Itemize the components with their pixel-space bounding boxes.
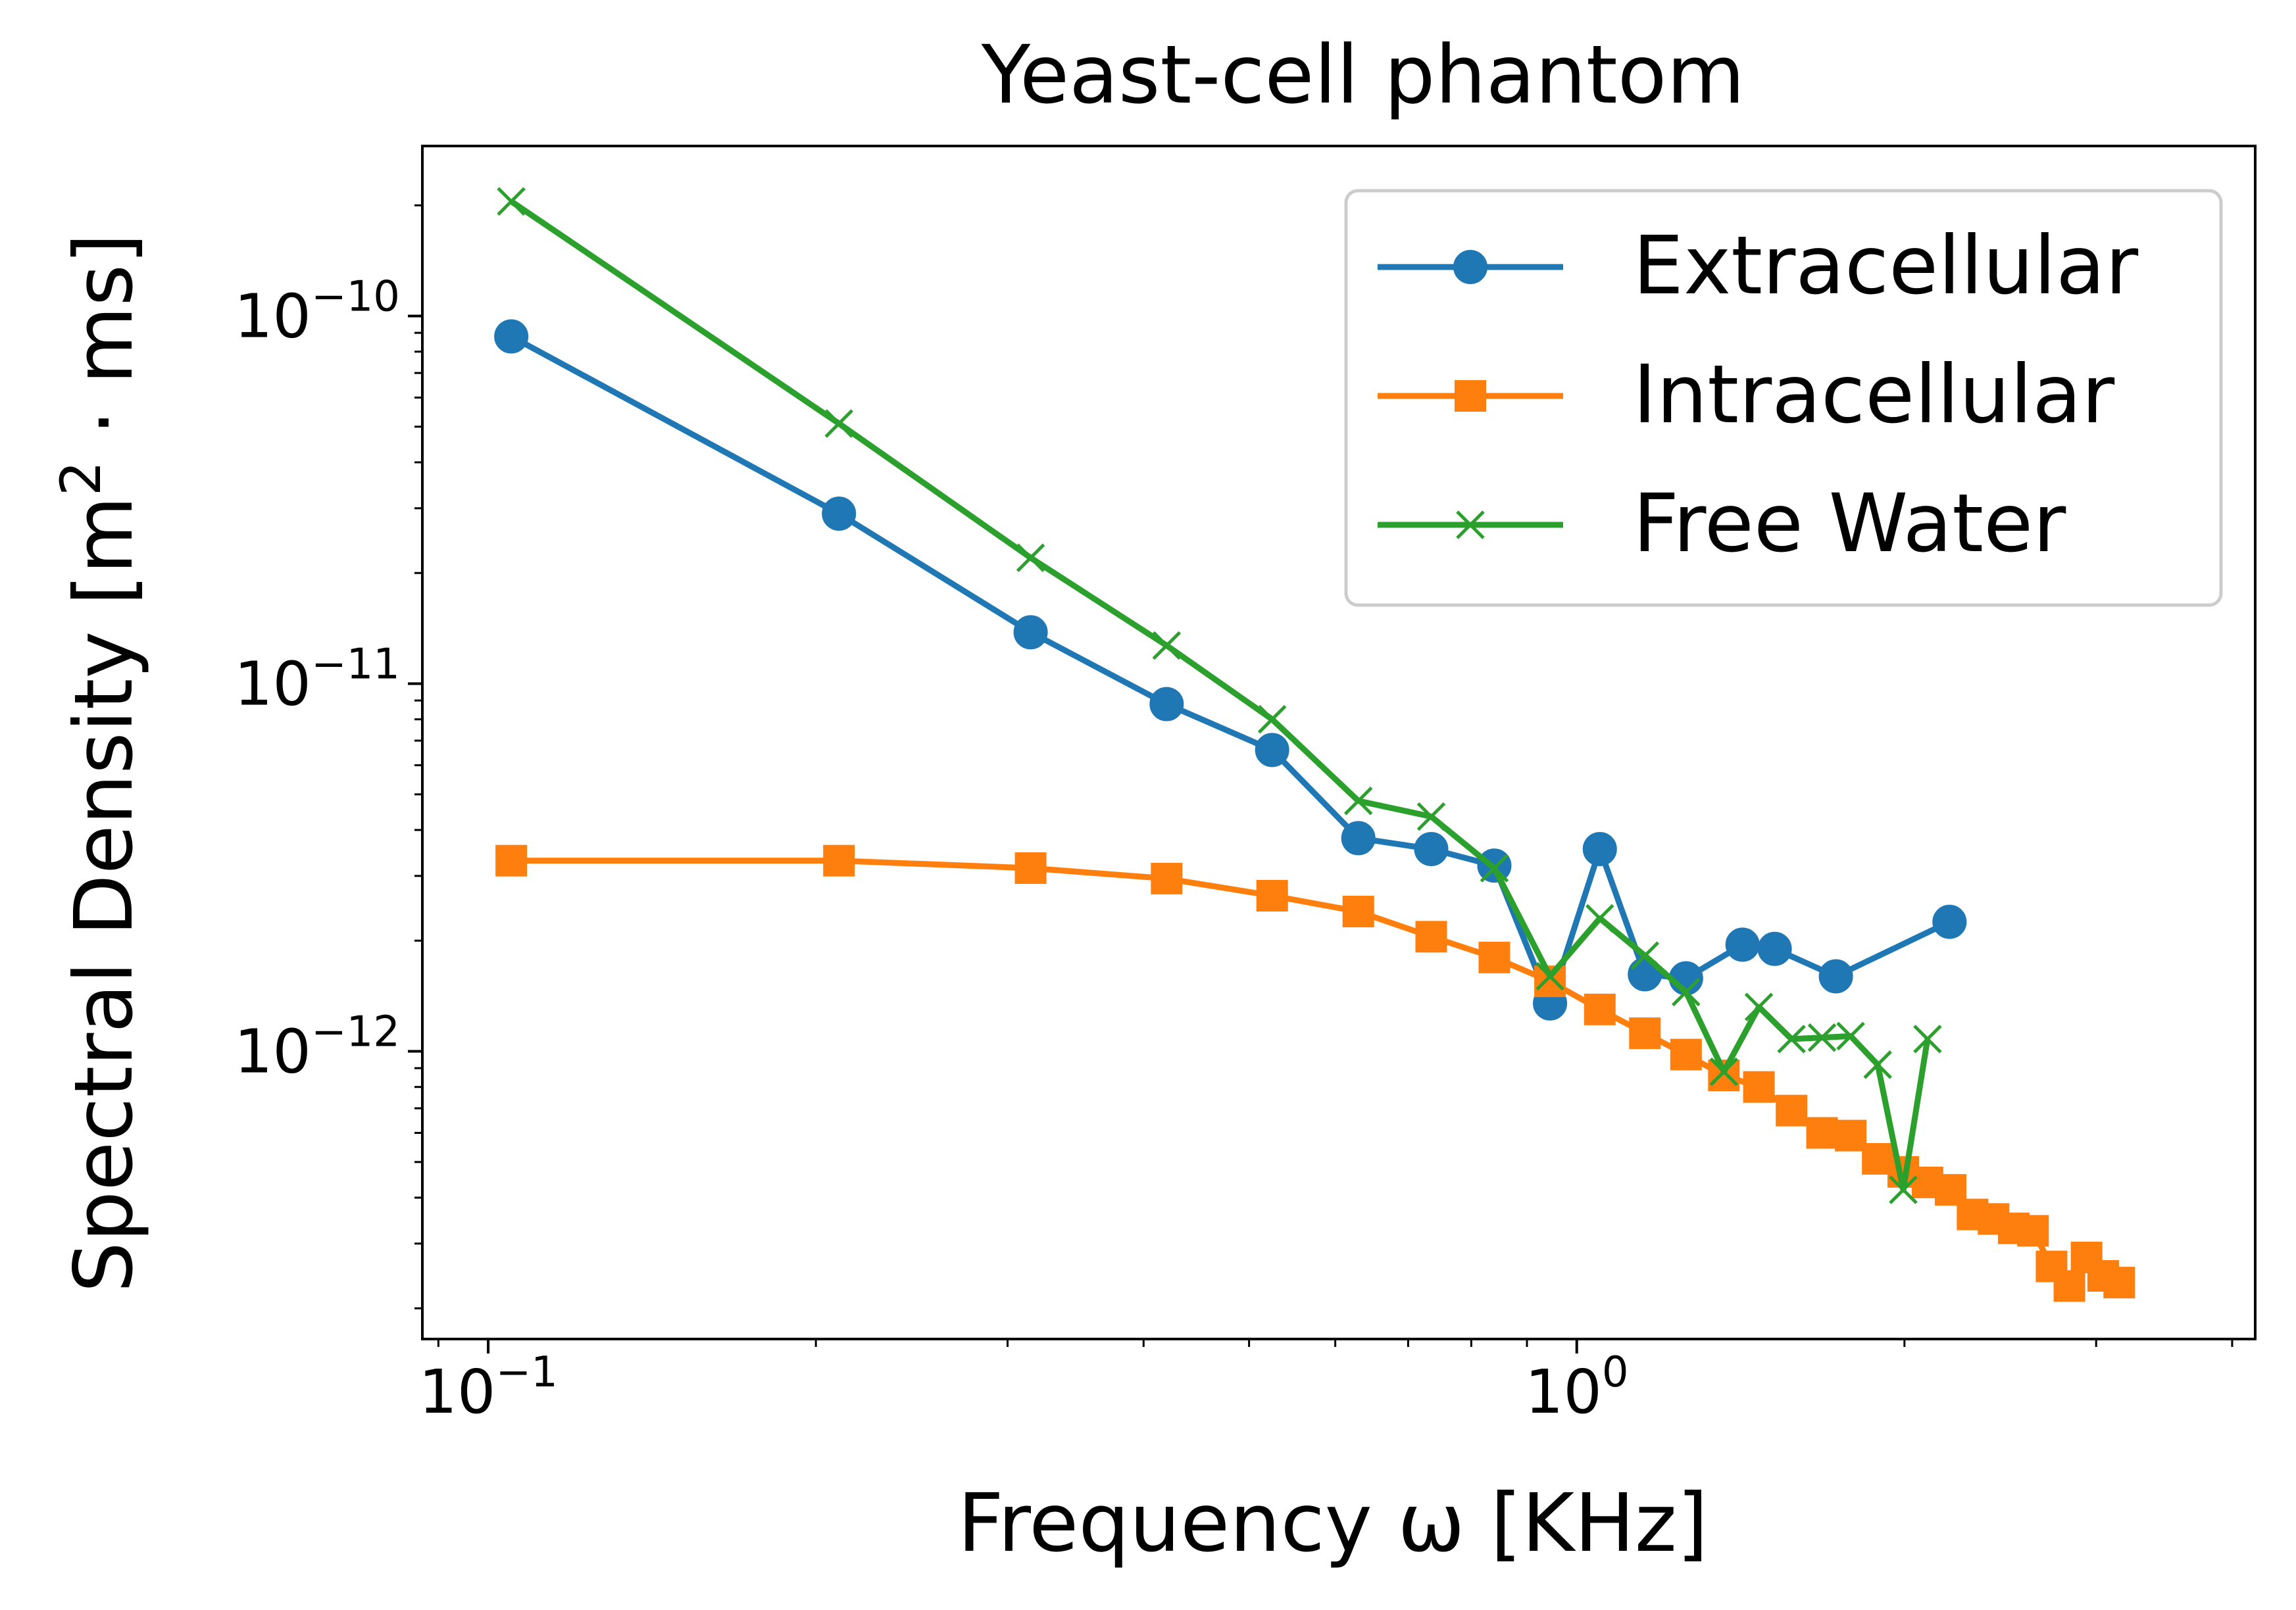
x-axis-label: Frequency ω [KHz] <box>958 1476 1709 1570</box>
plot-area <box>421 145 2257 1340</box>
data-point-free-water <box>1152 631 1182 660</box>
data-point-intracellular <box>1014 852 1047 884</box>
data-point-intracellular <box>1670 1038 1702 1071</box>
data-point-extracellular <box>822 497 857 531</box>
legend-box <box>1344 189 2223 607</box>
data-point-intracellular <box>2103 1267 2135 1299</box>
legend-marker <box>1455 380 1486 412</box>
data-point-intracellular <box>1342 896 1374 928</box>
data-point-extracellular <box>1757 931 1792 966</box>
legend-marker <box>1453 250 1487 284</box>
legend-item-free-water: Free Water <box>1378 477 2066 570</box>
data-point-intracellular <box>823 844 855 877</box>
data-point-intracellular <box>1708 1060 1740 1092</box>
y-axis-label-prefix: Spectral Density [m <box>57 496 151 1292</box>
data-point-extracellular <box>1013 615 1048 650</box>
data-point-intracellular <box>1629 1017 1661 1050</box>
data-point-intracellular <box>1256 879 1288 912</box>
data-point-extracellular <box>1414 831 1449 866</box>
data-point-intracellular <box>1584 993 1616 1025</box>
data-point-intracellular <box>1415 921 1447 953</box>
plot-frame <box>421 145 2257 1340</box>
data-point-intracellular <box>1776 1094 1808 1127</box>
data-point-intracellular <box>2053 1270 2085 1302</box>
axis-ticks: 10−1 100 10−10 10−11 10−12 <box>234 204 2234 1427</box>
data-point-free-water <box>1672 977 1701 1007</box>
data-point-free-water <box>1709 1057 1739 1086</box>
chart-title: Yeast-cell phantom <box>981 28 1745 122</box>
x-tick-label: 100 <box>1525 1348 1629 1427</box>
data-point-free-water <box>1777 1025 1806 1054</box>
y-axis-label-sup: 2 <box>49 461 113 496</box>
data-point-free-water <box>1480 854 1509 883</box>
legend-marker <box>1456 510 1485 539</box>
data-point-extracellular <box>1255 733 1289 768</box>
series-free-water <box>497 187 1942 1204</box>
data-point-free-water <box>1889 1175 1918 1204</box>
data-point-free-water <box>1585 904 1614 933</box>
data-point-free-water <box>1807 1023 1837 1052</box>
legend-label: Intracellular <box>1633 348 2115 441</box>
data-point-free-water <box>1016 543 1045 572</box>
y-tick-label: 10−10 <box>234 272 400 351</box>
data-point-free-water <box>1913 1025 1942 1054</box>
data-point-free-water <box>1836 1021 1865 1051</box>
x-tick-label: 10−1 <box>418 1348 557 1427</box>
y-tick-label: 10−12 <box>234 1008 400 1087</box>
data-point-free-water <box>1257 704 1287 734</box>
series-group <box>494 187 2135 1302</box>
data-point-extracellular <box>1582 831 1617 866</box>
data-point-extracellular <box>1818 959 1853 994</box>
legend-item-extracellular: Extracellular <box>1378 219 2139 312</box>
data-point-intracellular <box>495 844 528 877</box>
data-point-free-water <box>1630 941 1660 970</box>
data-point-intracellular <box>1478 941 1510 973</box>
y-tick-label: 10−11 <box>234 641 400 720</box>
legend-label: Extracellular <box>1633 219 2139 312</box>
y-axis-label: Spectral Density [m2 · ms] <box>49 233 151 1292</box>
y-axis-label-suffix: · ms] <box>57 233 151 460</box>
series-line-free-water <box>509 199 1931 1193</box>
series-intracellular <box>495 844 2135 1302</box>
data-point-free-water <box>1744 992 1774 1021</box>
data-point-intracellular <box>1151 862 1183 894</box>
data-point-free-water <box>1535 962 1564 991</box>
legend-label: Free Water <box>1633 477 2066 570</box>
data-point-intracellular <box>1743 1071 1775 1103</box>
data-point-free-water <box>824 409 854 438</box>
data-point-free-water <box>1343 786 1373 816</box>
legend: Extracellular Intracellular Free Water <box>1344 189 2223 607</box>
legend-item-intracellular: Intracellular <box>1378 348 2115 441</box>
series-extracellular <box>494 319 1967 1021</box>
data-point-free-water <box>1416 802 1446 831</box>
data-point-extracellular <box>1341 821 1376 856</box>
data-point-intracellular <box>1835 1119 1867 1152</box>
data-point-extracellular <box>1725 927 1760 962</box>
data-point-intracellular <box>1806 1117 1838 1149</box>
data-point-intracellular <box>2017 1215 2049 1247</box>
data-point-free-water <box>1863 1050 1892 1079</box>
data-point-free-water <box>497 187 526 216</box>
data-point-extracellular <box>494 319 529 354</box>
data-point-extracellular <box>1932 904 1967 939</box>
data-point-extracellular <box>1149 687 1184 721</box>
